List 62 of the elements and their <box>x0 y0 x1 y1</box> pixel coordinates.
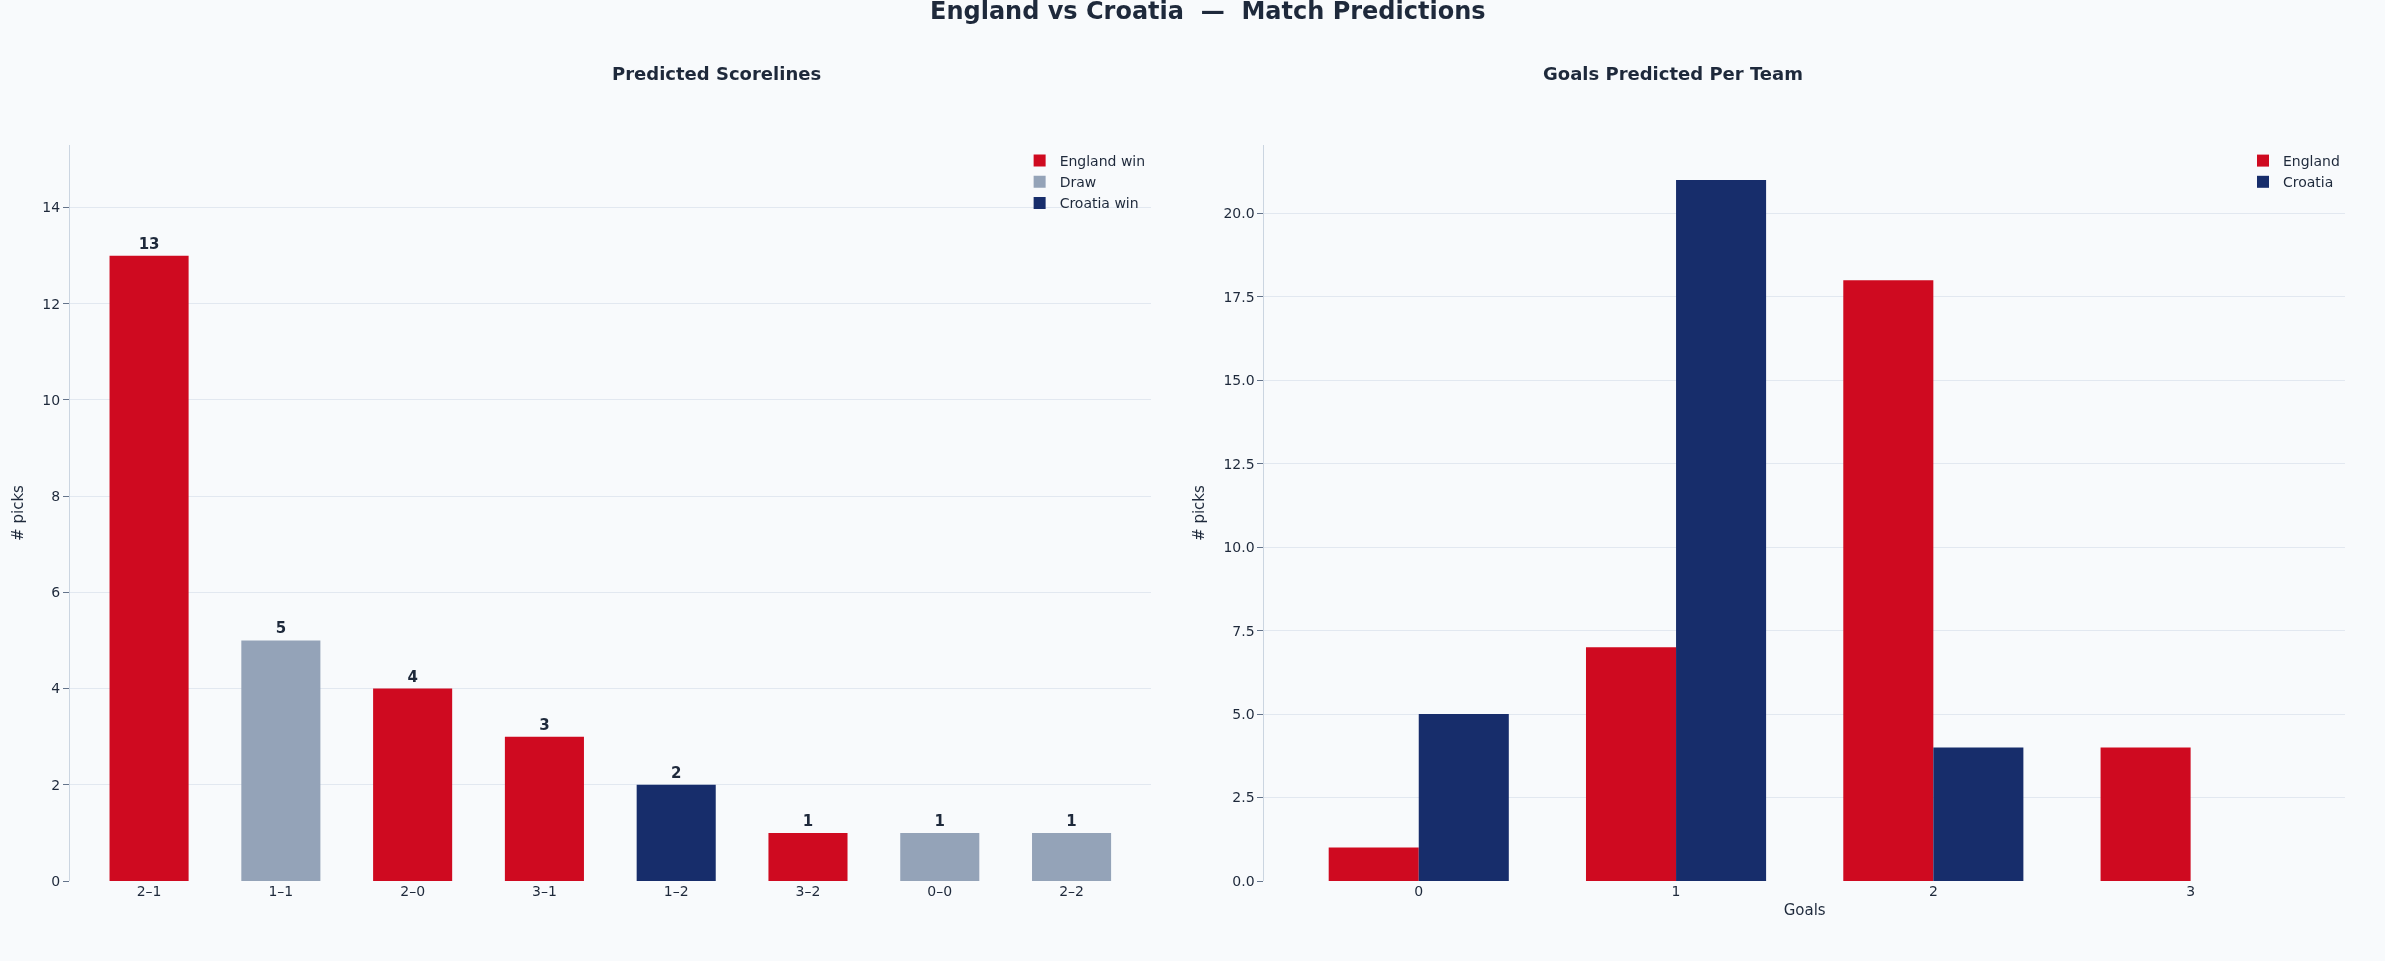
x-tick-label: 2–1 <box>136 883 162 899</box>
legend-label: England win <box>1059 153 1146 170</box>
bar <box>768 832 848 881</box>
x-tick-label: 2–0 <box>400 883 426 899</box>
x-tick-label: 2–2 <box>1059 883 1084 899</box>
bar <box>373 688 453 881</box>
y-tick-label: 5.0 <box>1232 706 1255 723</box>
data-label: 3 <box>539 715 550 734</box>
x-tick-label: 0–0 <box>927 883 953 899</box>
data-label: 2 <box>670 763 682 782</box>
bar <box>2100 747 2191 881</box>
data-label: 4 <box>407 667 418 686</box>
data-label: 1 <box>934 811 945 830</box>
bar <box>1933 747 2024 881</box>
bar <box>504 736 584 881</box>
bar <box>109 255 189 881</box>
y-tick-label: 17.5 <box>1223 288 1255 305</box>
bar <box>241 640 321 881</box>
y-tick-label: 14 <box>42 199 61 216</box>
y-axis-title: # picks <box>8 484 27 541</box>
y-tick-label: 2 <box>51 776 61 793</box>
bar <box>1032 832 1112 881</box>
data-label: 1 <box>1066 811 1077 830</box>
y-tick-label: 0.0 <box>1232 872 1255 889</box>
y-tick-label: 2.5 <box>1232 789 1255 806</box>
y-tick-label: 10.0 <box>1223 539 1255 556</box>
x-tick-label: 1–1 <box>268 883 294 899</box>
x-tick-label: 3–2 <box>795 883 821 899</box>
x-tick-label: 3–1 <box>532 883 557 899</box>
bar <box>900 832 980 881</box>
bar <box>1418 714 1509 881</box>
data-label: 13 <box>138 234 160 253</box>
x-tick-label: 0 <box>1414 883 1424 899</box>
y-axis-title: # picks <box>1189 484 1208 541</box>
x-tick-label: 2 <box>1928 883 1938 899</box>
bar <box>1585 647 1677 881</box>
y-tick-label: 12.5 <box>1223 455 1255 472</box>
legend-label: England <box>2283 153 2340 170</box>
x-tick-label: 1–2 <box>663 883 689 899</box>
legend-label: Croatia win <box>1059 195 1139 212</box>
y-tick-label: 4 <box>51 680 61 697</box>
legend-label: Croatia <box>2283 174 2334 191</box>
chart-title: Predicted Scorelines <box>612 63 822 84</box>
legend-label: Draw <box>1059 174 1097 191</box>
y-tick-label: 7.5 <box>1232 622 1255 639</box>
y-tick-label: 12 <box>42 295 61 312</box>
x-tick-label: 3 <box>2186 883 2196 899</box>
bar <box>1843 280 1934 881</box>
text: England vs Croatia — Match Predictions <box>930 0 1486 25</box>
y-tick-label: 6 <box>51 584 61 601</box>
x-tick-label: 1 <box>1671 883 1681 899</box>
bar <box>1676 180 1767 881</box>
bar <box>636 784 716 881</box>
y-tick-label: 20.0 <box>1223 205 1255 222</box>
y-tick-label: 8 <box>51 488 61 505</box>
bar <box>1328 847 1419 881</box>
x-axis-title: Goals <box>1783 901 1826 919</box>
chart-title: Goals Predicted Per Team <box>1543 63 1803 84</box>
y-tick-label: 10 <box>42 391 61 408</box>
y-tick-label: 15.0 <box>1223 372 1255 389</box>
data-label: 5 <box>275 619 287 638</box>
data-label: 1 <box>802 811 814 830</box>
